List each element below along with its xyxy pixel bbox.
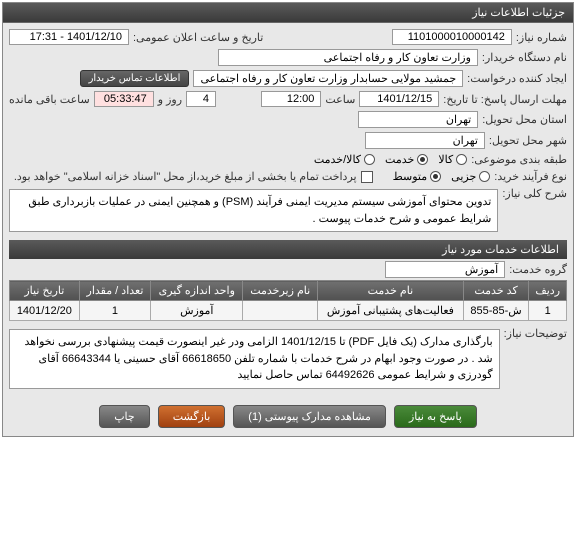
need-number-label: شماره نیاز: [516, 31, 567, 44]
th-date: تاریخ نیاز [10, 281, 80, 301]
table-row: 1 ش-85-855 فعالیت‌های پشتیبانی آموزش آمو… [10, 301, 567, 321]
radio-dot-icon [417, 154, 428, 165]
td-unit: آموزش [151, 301, 243, 321]
buyer-value: وزارت تعاون کار و رفاه اجتماعی [218, 49, 478, 66]
td-code: ش-85-855 [463, 301, 529, 321]
days-label: روز و [158, 93, 182, 106]
general-desc-label: شرح کلی نیاز: [502, 187, 567, 200]
city-value: تهران [365, 132, 485, 149]
th-code: کد خدمت [463, 281, 529, 301]
radio-both-label: کالا/خدمت [314, 153, 361, 166]
announce-value: 1401/12/10 - 17:31 [9, 29, 129, 45]
print-button[interactable]: چاپ [99, 405, 150, 428]
respond-button[interactable]: پاسخ به نیاز [394, 405, 477, 428]
days-remaining: 4 [186, 91, 216, 107]
row-notes: توضیحات نیاز: بارگذاری مدارک (یک فایل PD… [9, 325, 567, 393]
th-unit: واحد اندازه گیری [151, 281, 243, 301]
time-label-1: ساعت [325, 93, 355, 106]
radio-dot-icon [479, 171, 490, 182]
back-button[interactable]: بازگشت [158, 405, 226, 428]
category-label: طبقه بندی موضوعی: [471, 153, 567, 166]
service-group-value: آموزش [385, 261, 505, 278]
form-section: شماره نیاز: 1101000010000142 تاریخ و ساع… [3, 23, 573, 397]
announce-label: تاریخ و ساعت اعلان عمومی: [133, 31, 263, 44]
td-date: 1401/12/20 [10, 301, 80, 321]
service-group-label: گروه خدمت: [509, 263, 567, 276]
need-number-value: 1101000010000142 [392, 29, 512, 45]
td-qty: 1 [79, 301, 151, 321]
province-label: استان محل تحویل: [482, 113, 567, 126]
radio-service-label: خدمت [385, 153, 414, 166]
payment-note: پرداخت تمام یا بخشی از مبلغ خرید،از محل … [14, 170, 357, 183]
remaining-suffix: ساعت باقی مانده [9, 93, 90, 106]
th-subname: نام زیرخدمت [243, 281, 318, 301]
payment-checkbox[interactable] [361, 171, 373, 183]
table-header-row: ردیف کد خدمت نام خدمت نام زیرخدمت واحد ا… [10, 281, 567, 301]
time-remaining: 05:33:47 [94, 91, 154, 107]
attachments-button[interactable]: مشاهده مدارک پیوستی (1) [233, 405, 386, 428]
radio-small[interactable]: جزیی [451, 170, 490, 183]
td-row: 1 [529, 301, 567, 321]
buyer-label: نام دستگاه خریدار: [482, 51, 567, 64]
contact-info-button[interactable]: اطلاعات تماس خریدار [80, 70, 190, 87]
services-table: ردیف کد خدمت نام خدمت نام زیرخدمت واحد ا… [9, 280, 567, 321]
requester-label: ایجاد کننده درخواست: [467, 72, 567, 85]
radio-dot-icon [456, 154, 467, 165]
main-panel: جزئیات اطلاعات نیاز شماره نیاز: 11010000… [2, 2, 574, 437]
th-row: ردیف [529, 281, 567, 301]
td-subname [243, 301, 318, 321]
row-service-group: گروه خدمت: آموزش [9, 259, 567, 280]
radio-goods[interactable]: کالا [438, 153, 467, 166]
row-process: نوع فرآیند خرید: جزیی متوسط پرداخت تمام … [9, 168, 567, 185]
city-label: شهر محل تحویل: [489, 134, 567, 147]
th-name: نام خدمت [318, 281, 464, 301]
row-buyer: نام دستگاه خریدار: وزارت تعاون کار و رفا… [9, 47, 567, 68]
requester-value: جمشید مولایی حسابدار وزارت تعاون کار و ر… [193, 70, 463, 87]
th-qty: تعداد / مقدار [79, 281, 151, 301]
province-value: تهران [358, 111, 478, 128]
row-category: طبقه بندی موضوعی: کالا خدمت کالا/خدمت [9, 151, 567, 168]
radio-goods-label: کالا [438, 153, 453, 166]
deadline-time: 12:00 [261, 91, 321, 107]
deadline-label: مهلت ارسال پاسخ: تا تاریخ: [443, 93, 567, 106]
radio-service[interactable]: خدمت [385, 153, 428, 166]
general-desc-value: تدوین محتوای آموزشی سیستم مدیریت ایمنی ف… [9, 189, 498, 232]
row-requester: ایجاد کننده درخواست: جمشید مولایی حسابدا… [9, 68, 567, 89]
notes-label: توضیحات نیاز: [504, 327, 567, 340]
process-label: نوع فرآیند خرید: [494, 170, 567, 183]
td-name: فعالیت‌های پشتیبانی آموزش [318, 301, 464, 321]
row-need-number: شماره نیاز: 1101000010000142 تاریخ و ساع… [9, 27, 567, 47]
radio-dot-icon [430, 171, 441, 182]
category-radio-group: کالا خدمت کالا/خدمت [314, 153, 467, 166]
radio-medium[interactable]: متوسط [393, 170, 442, 183]
row-province: استان محل تحویل: تهران [9, 109, 567, 130]
radio-both[interactable]: کالا/خدمت [314, 153, 375, 166]
radio-medium-label: متوسط [393, 170, 428, 183]
radio-small-label: جزیی [451, 170, 476, 183]
panel-title: جزئیات اطلاعات نیاز [3, 3, 573, 23]
radio-dot-icon [364, 154, 375, 165]
footer-buttons: پاسخ به نیاز مشاهده مدارک پیوستی (1) باز… [3, 397, 573, 436]
deadline-date: 1401/12/15 [359, 91, 439, 107]
services-header: اطلاعات خدمات مورد نیاز [9, 240, 567, 259]
process-radio-group: جزیی متوسط [393, 170, 491, 183]
row-deadline: مهلت ارسال پاسخ: تا تاریخ: 1401/12/15 سا… [9, 89, 567, 109]
row-city: شهر محل تحویل: تهران [9, 130, 567, 151]
notes-value: بارگذاری مدارک (یک فایل PDF) تا 1401/12/… [9, 329, 500, 389]
row-general-desc: شرح کلی نیاز: تدوین محتوای آموزشی سیستم … [9, 185, 567, 236]
